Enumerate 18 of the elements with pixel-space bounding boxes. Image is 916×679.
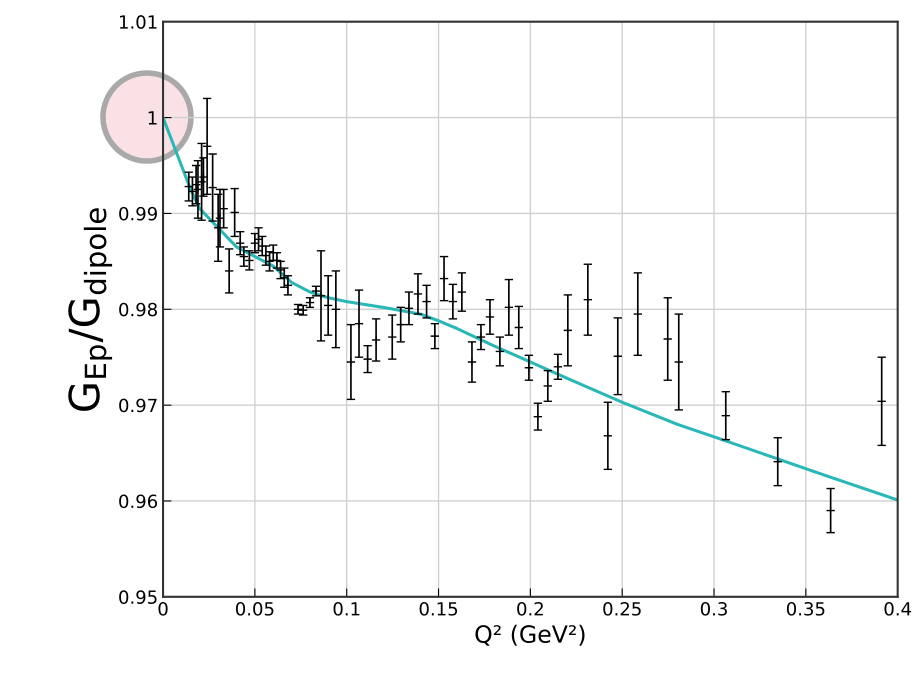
y-tick-label: 0.95 [119,590,157,604]
x-tick-label: 0.2 [517,602,543,616]
y-tick-label: 0.97 [119,398,157,412]
y-tick-label: 0.98 [119,302,157,316]
x-tick-label: 0.05 [236,602,274,616]
y-tick-label: 1.01 [120,15,157,29]
y-tick-label: 1 [148,111,157,124]
y-axis-title: G$_{Ep}$/G$_{dipole}$ [68,208,112,411]
y-tick-label: 0.96 [119,494,158,508]
x-tick-label: 0 [158,602,168,616]
x-tick-label: 0.25 [603,602,641,616]
x-tick-label: 0.15 [420,602,458,616]
x-tick-label: 0.1 [334,602,360,616]
y-tick-label: 0.99 [119,206,157,221]
x-tick-label: 0.35 [786,602,824,616]
x-tick-label: 0.4 [884,602,912,616]
x-axis-title: Q² (GeV²) [475,624,585,646]
x-tick-label: 0.3 [700,602,727,616]
